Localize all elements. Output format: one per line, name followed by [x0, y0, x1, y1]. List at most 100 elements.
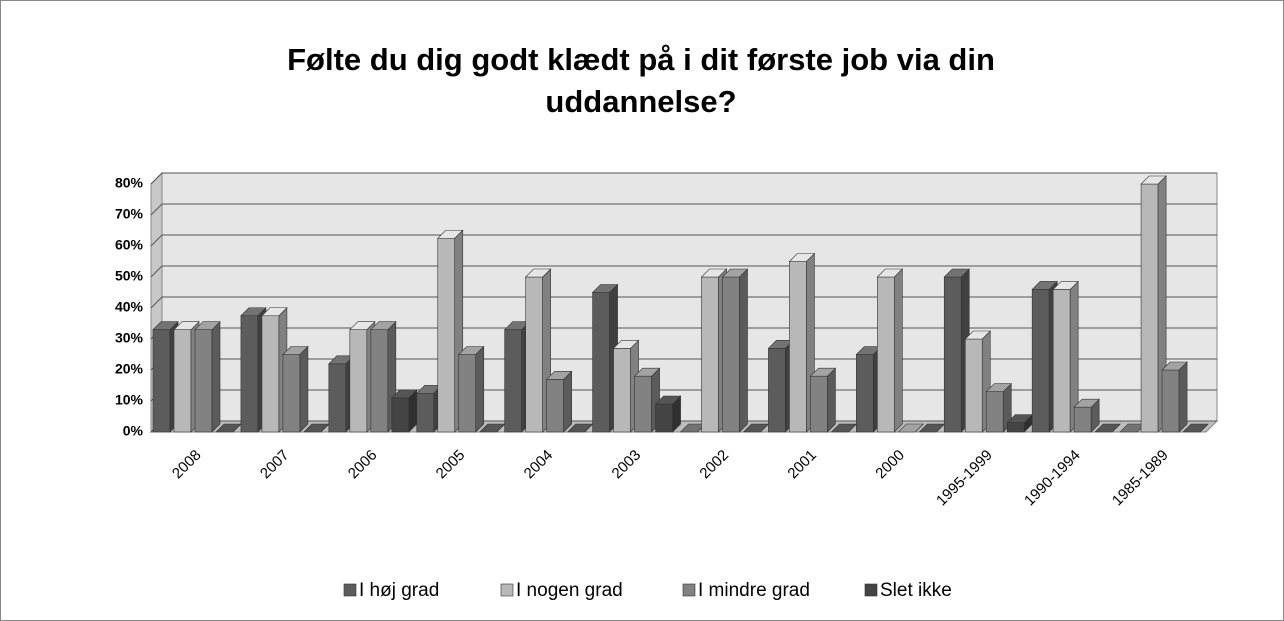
bar-front — [546, 378, 564, 433]
bar-front — [1073, 406, 1092, 433]
bar — [194, 320, 221, 433]
bar — [545, 370, 573, 433]
bar-top — [943, 268, 970, 278]
bar — [458, 345, 485, 433]
bar-front — [1140, 183, 1159, 433]
y-tick-label: 0% — [123, 423, 144, 439]
bar-front — [1031, 289, 1050, 433]
legend-swatch — [682, 583, 696, 597]
bar-front — [613, 347, 631, 433]
x-tick-label: 1990-1994 — [1021, 447, 1084, 510]
bar-top — [985, 383, 1012, 393]
x-tick-label: 2002 — [696, 447, 732, 483]
bar — [524, 268, 552, 433]
bar-front — [370, 329, 389, 433]
bar-front — [964, 338, 983, 433]
bar-front — [194, 329, 213, 433]
bar — [721, 268, 749, 433]
bar-top — [1182, 423, 1209, 433]
bar — [809, 367, 837, 433]
bar — [1161, 361, 1188, 433]
bar-top — [1031, 281, 1058, 290]
bar-side — [827, 367, 836, 433]
bar-top — [261, 307, 288, 317]
bar-top — [1094, 423, 1121, 433]
bar-front — [877, 276, 895, 433]
bar — [1094, 423, 1121, 433]
bar-top — [282, 346, 309, 355]
bar-front — [592, 292, 610, 433]
bar — [633, 367, 661, 433]
x-tick-label: 2000 — [872, 447, 908, 483]
bar-front — [810, 375, 828, 433]
bar-front — [282, 354, 301, 433]
bar-side — [563, 370, 572, 433]
bar-front — [985, 391, 1004, 433]
bar-front — [437, 237, 456, 433]
bar-front — [504, 329, 522, 433]
bar-front — [768, 347, 786, 433]
bar — [1073, 398, 1100, 433]
y-tick-label: 20% — [115, 361, 144, 377]
bar-front — [391, 397, 410, 433]
y-tick-label: 50% — [115, 268, 144, 284]
bar-front — [173, 329, 192, 433]
bar-top — [964, 330, 991, 340]
x-tick-label: 2007 — [257, 447, 293, 483]
bar-front — [634, 375, 652, 433]
bar-side — [299, 345, 309, 433]
chart-title: Følte du dig godt klædt på i dit første … — [287, 42, 995, 119]
bar-top — [1052, 281, 1079, 290]
bar-top — [240, 307, 267, 317]
bar-top — [876, 268, 904, 278]
bar-top — [545, 370, 573, 380]
x-tick-label: 2001 — [784, 447, 820, 483]
bar-top — [458, 346, 485, 355]
bar-top — [391, 389, 418, 399]
legend-label: I høj grad — [359, 580, 439, 601]
bar-front — [1161, 369, 1180, 433]
bar-top — [152, 321, 179, 331]
bar — [1182, 423, 1209, 433]
bar-side — [894, 268, 903, 433]
bar-front — [152, 329, 171, 433]
legend-swatch — [500, 583, 514, 597]
bar-front — [722, 276, 740, 433]
bar — [1006, 413, 1033, 433]
bar-side — [211, 320, 221, 433]
bar-top — [897, 423, 925, 433]
bar — [964, 330, 991, 433]
bar-top — [809, 367, 837, 377]
bar-front — [856, 354, 874, 433]
bar-front — [655, 403, 673, 433]
y-tick-label: 30% — [115, 330, 144, 346]
bar-top — [633, 367, 661, 377]
legend-swatch — [343, 583, 357, 597]
bar-side — [1178, 361, 1188, 433]
bar — [1140, 175, 1167, 433]
bar-top — [349, 321, 376, 331]
bar-front — [1052, 289, 1071, 433]
bar — [370, 320, 397, 433]
grid-line — [150, 265, 1217, 278]
bar-top — [1161, 361, 1188, 371]
bar — [654, 395, 682, 433]
bar-front — [789, 261, 807, 433]
x-tick-label: 2004 — [521, 447, 557, 483]
bar-front — [701, 276, 719, 433]
x-tick-label: 1995-1999 — [933, 447, 996, 510]
y-tick-label: 70% — [115, 206, 144, 222]
y-tick-label: 10% — [115, 392, 144, 408]
bar-front — [458, 354, 477, 433]
bar-top — [524, 268, 552, 278]
bar — [876, 268, 904, 433]
bar-top — [1140, 175, 1167, 185]
grid-line — [150, 172, 1217, 185]
bar-front — [240, 315, 259, 433]
bar — [282, 345, 309, 433]
y-tick-label: 40% — [115, 299, 144, 315]
bar — [391, 389, 418, 433]
x-tick-label: 2006 — [345, 447, 381, 483]
